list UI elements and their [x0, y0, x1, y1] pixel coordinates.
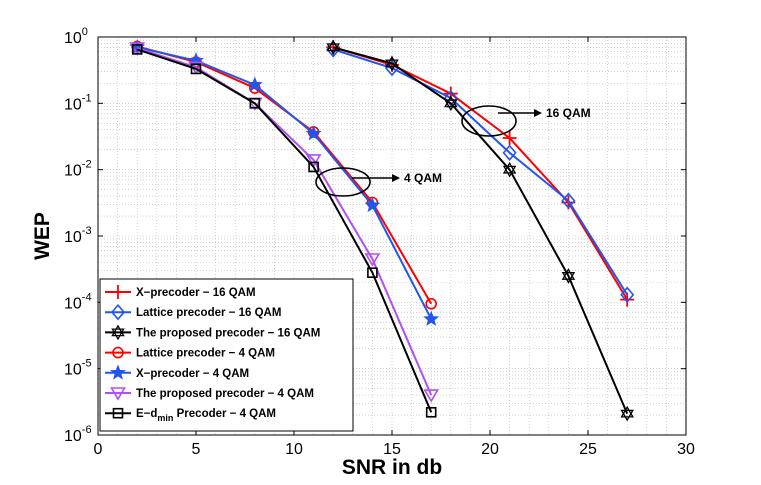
data-point-marker	[620, 409, 634, 422]
data-point-marker	[305, 125, 322, 141]
data-point-marker	[561, 192, 576, 209]
legend-marker	[112, 346, 124, 359]
data-point-marker	[364, 253, 381, 267]
data-point-marker	[444, 99, 458, 112]
data-point-marker	[425, 298, 438, 310]
data-point-marker	[129, 42, 146, 56]
data-point-marker	[502, 131, 517, 146]
data-point-marker	[423, 389, 440, 403]
data-point-marker	[444, 95, 458, 108]
annotation-16qam-ellipse	[461, 105, 517, 137]
annotation-16qam-label: 16 QAM	[546, 106, 591, 120]
series-line	[136, 47, 433, 396]
data-point-marker	[502, 161, 517, 174]
legend: X−precoder − 16 QAM Lattice precoder − 1…	[99, 278, 354, 432]
annotation-4qam-arrowhead	[392, 174, 400, 182]
x-tick-label: 25	[579, 441, 597, 458]
legend-entry: X−precoder − 4 QAM	[105, 364, 249, 380]
legend-marker	[111, 328, 125, 341]
legend-label: Lattice precoder − 16 QAM	[136, 307, 281, 319]
data-point-marker	[364, 196, 381, 213]
data-point-marker	[385, 59, 399, 72]
x-tick-label: 10	[285, 441, 303, 458]
annotation-4qam-label: 4 QAM	[404, 171, 442, 185]
data-point-marker	[502, 165, 517, 178]
x-axis-label: SNR in db	[342, 456, 442, 479]
legend-marker	[111, 324, 125, 337]
series-line	[136, 48, 433, 413]
x-tick-label: 30	[677, 441, 695, 458]
series-line	[332, 46, 629, 301]
data-point-marker	[561, 268, 576, 280]
data-point-marker	[502, 144, 517, 161]
data-point-marker	[620, 286, 635, 304]
data-point-marker	[385, 55, 399, 68]
legend-label: Lattice precoder − 4 QAM	[136, 348, 275, 360]
legend-marker	[110, 387, 126, 401]
legend-entry: The proposed precoder − 4 QAM	[105, 387, 314, 401]
series-line	[332, 46, 629, 415]
legend-entry: Lattice precoder − 4 QAM	[105, 346, 275, 360]
series-4	[129, 38, 440, 326]
x-tick-label: 5	[192, 441, 201, 458]
data-point-marker	[425, 406, 437, 418]
grid	[98, 37, 686, 435]
x-tick-label: 20	[481, 441, 499, 458]
data-point-marker	[246, 76, 263, 92]
x-tick-label: 15	[383, 441, 401, 458]
series-6	[131, 44, 437, 418]
data-point-marker	[131, 44, 143, 55]
legend-marker	[110, 364, 126, 380]
x-axis-ticks: 0 5 10 15 20 25 30	[94, 37, 695, 458]
series-layer	[129, 38, 635, 422]
data-point-marker	[190, 63, 202, 75]
data-point-marker	[443, 89, 458, 107]
data-point-marker	[423, 310, 440, 326]
plot-frame	[97, 36, 687, 436]
legend-entry: X−precoder − 16 QAM	[105, 285, 256, 299]
annotation-16qam-arrowhead	[534, 109, 542, 117]
legend-box	[99, 278, 354, 432]
data-point-marker	[561, 272, 576, 284]
legend-entry: Lattice precoder − 16 QAM	[105, 303, 281, 321]
legend-label: X−precoder − 16 QAM	[136, 287, 256, 299]
legend-label: The proposed precoder − 16 QAM	[136, 327, 320, 339]
data-point-marker	[326, 39, 340, 52]
series-line	[136, 46, 433, 320]
series-2	[326, 39, 634, 422]
series-line	[332, 48, 629, 296]
data-point-marker	[620, 405, 634, 418]
data-point-marker	[305, 154, 322, 168]
data-point-marker	[249, 98, 261, 109]
legend-entry: E−dmin Precoder − 4 QAM	[105, 407, 276, 423]
legend-entry: The proposed precoder − 16 QAM	[105, 324, 320, 341]
legend-marker	[112, 407, 124, 419]
data-point-marker	[620, 292, 635, 307]
legend-marker	[110, 303, 126, 321]
legend-label: E−dmin Precoder − 4 QAM	[136, 408, 276, 423]
x-tick-label: 0	[94, 441, 103, 458]
legend-label: X−precoder − 4 QAM	[136, 368, 249, 380]
annotation-4qam-ellipse	[315, 167, 371, 197]
data-point-marker	[326, 43, 340, 56]
legend-marker	[111, 285, 125, 299]
legend-label: The proposed precoder − 4 QAM	[136, 388, 314, 400]
y-axis-label: WEP	[31, 212, 54, 260]
annotations: 16 QAM 4 QAM	[315, 105, 591, 197]
data-point-marker	[308, 161, 319, 173]
data-point-marker	[367, 267, 378, 278]
